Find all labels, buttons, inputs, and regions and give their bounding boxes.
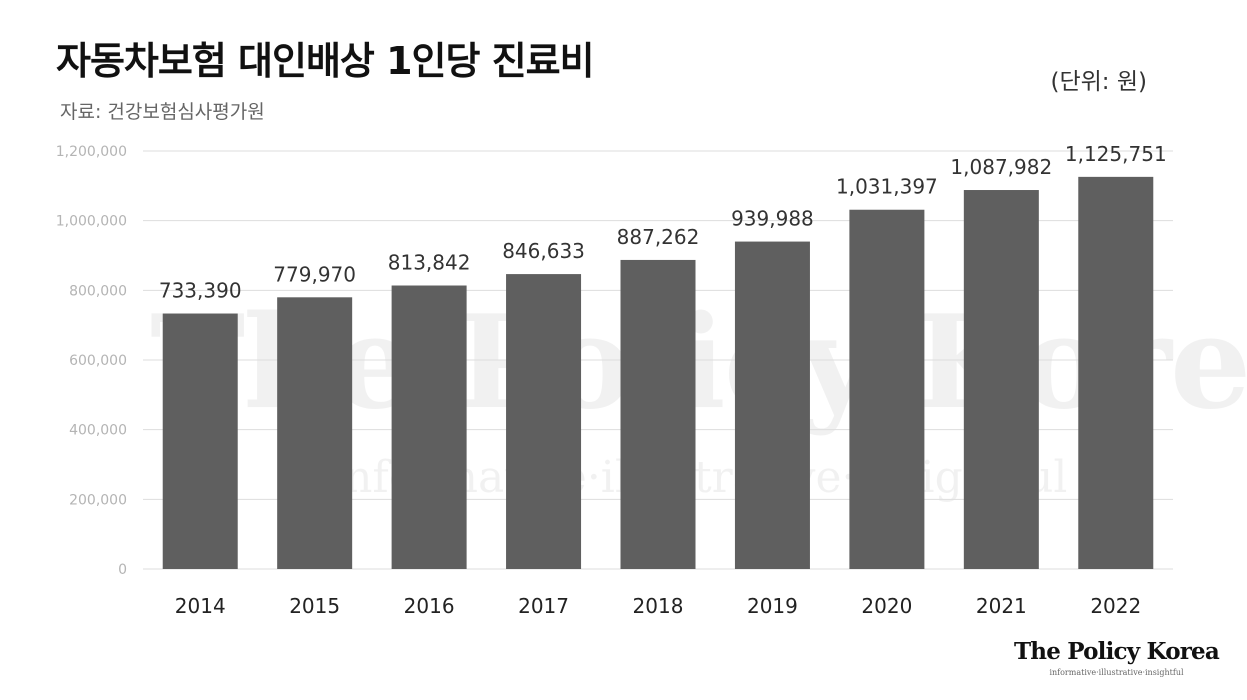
- value-label-2016: 813,842: [388, 251, 471, 275]
- y-tick-label: 1,000,000: [56, 214, 127, 230]
- x-tick-label-2015: 2015: [289, 594, 340, 618]
- value-label-2015: 779,970: [273, 262, 356, 286]
- value-label-2022: 1,125,751: [1065, 142, 1167, 166]
- bars: [162, 176, 1154, 570]
- bar-2022: [1078, 176, 1154, 569]
- value-label-2018: 887,262: [617, 225, 700, 249]
- x-tick-label-2014: 2014: [175, 594, 226, 618]
- bar-2015: [277, 297, 353, 569]
- bar-2016: [391, 285, 467, 569]
- bar-2014: [162, 313, 238, 569]
- y-tick-label: 1,200,000: [56, 144, 127, 160]
- brand-logo: The Policy Korea informative·illustrativ…: [1013, 638, 1220, 677]
- value-label-2020: 1,031,397: [836, 175, 938, 199]
- brand-logo-tagline: informative·illustrative·insightful: [1049, 668, 1184, 677]
- x-tick-label-2016: 2016: [404, 594, 455, 618]
- brand-logo-name: The Policy Korea: [1013, 638, 1220, 665]
- bar-2020: [849, 209, 925, 569]
- chart-title: 자동차보험 대인배상 1인당 진료비: [56, 39, 595, 83]
- y-tick-label: 400,000: [69, 423, 127, 439]
- value-label-2019: 939,988: [731, 207, 814, 231]
- x-tick-label-2018: 2018: [633, 594, 684, 618]
- y-tick-label: 800,000: [69, 283, 127, 299]
- x-tick-label-2022: 2022: [1090, 594, 1141, 618]
- x-tick-label-2019: 2019: [747, 594, 798, 618]
- value-label-2021: 1,087,982: [950, 155, 1052, 179]
- bar-2018: [620, 259, 696, 569]
- x-axis-ticks: 2014 2015 2016 2017 2018 2019 2020 2021 2022: [175, 594, 1141, 618]
- y-tick-label: 600,000: [69, 353, 127, 369]
- bar-2017: [506, 274, 582, 569]
- x-tick-label-2017: 2017: [518, 594, 569, 618]
- bar-2021: [963, 190, 1039, 570]
- value-label-2017: 846,633: [502, 239, 585, 263]
- y-tick-label: 200,000: [69, 492, 127, 508]
- y-axis-ticks: 0 200,000 400,000 600,000 800,000 1,000,000 1,…: [56, 144, 127, 578]
- x-tick-label-2021: 2021: [976, 594, 1027, 618]
- value-label-2014: 733,390: [159, 279, 242, 303]
- value-labels: 733,390 779,970 813,842 846,633 887,262 939,9…: [159, 142, 1167, 303]
- chart-source: 자료: 건강보험심사평가원: [60, 101, 265, 123]
- y-tick-label: 0: [118, 562, 127, 578]
- chart-unit: (단위: 원): [1050, 69, 1148, 95]
- bar-2019: [734, 241, 810, 569]
- x-tick-label-2020: 2020: [861, 594, 912, 618]
